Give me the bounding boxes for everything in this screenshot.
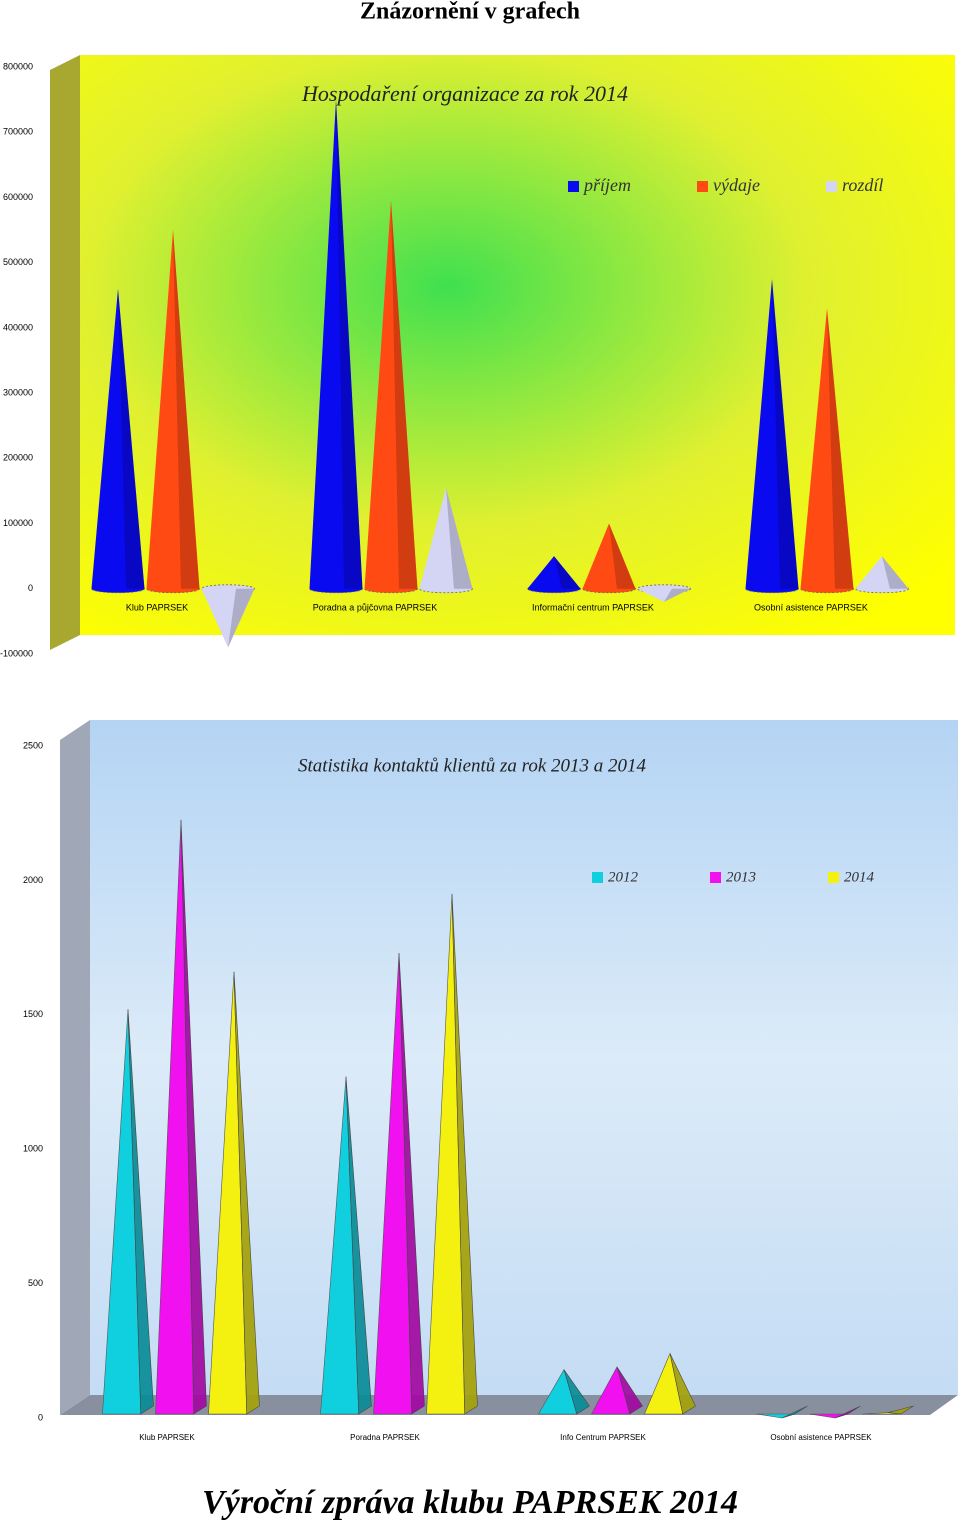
pyramid-side	[887, 1405, 914, 1415]
pyramid-shade	[181, 819, 207, 1414]
legend-label: příjem	[582, 175, 631, 195]
pyramid-shade	[782, 1406, 808, 1418]
pyramid-side	[398, 952, 425, 1415]
y-tick-label: 500	[28, 1278, 43, 1288]
cone	[419, 487, 473, 589]
chart-title: Statistika kontaktů klientů za rok 2013 …	[298, 755, 647, 776]
cone-shade	[336, 99, 363, 589]
pyramid-shade	[346, 1076, 372, 1414]
pyramid-shade	[564, 1369, 590, 1414]
cone	[582, 523, 636, 589]
x-tick-label: Poradna PAPRSEK	[350, 1433, 420, 1442]
pyramid-side	[345, 1076, 372, 1415]
cone-shade	[446, 487, 473, 589]
legend-label: rozdíl	[842, 175, 883, 195]
y-tick-label: -100000	[0, 648, 33, 658]
pyramid-shade	[835, 1406, 861, 1418]
cone	[800, 308, 854, 589]
cone-shade	[827, 308, 854, 589]
x-tick-label: Osobní asistence PAPRSEK	[770, 1433, 872, 1442]
legend-swatch	[710, 872, 721, 883]
x-tick-label: Informační centrum PAPRSEK	[532, 602, 654, 612]
floor	[60, 1395, 958, 1415]
y-tick-label: 2500	[23, 740, 43, 750]
y-tick-label: 2000	[23, 875, 43, 885]
pyramid-side	[616, 1366, 643, 1415]
cone-shade	[882, 556, 909, 589]
pyramid-side	[563, 1369, 590, 1415]
pyramid-side	[180, 819, 207, 1415]
y-tick-label: 500000	[3, 257, 33, 267]
x-tick-label: Klub PAPRSEK	[139, 1433, 195, 1442]
pyramid-side	[233, 971, 260, 1415]
y-tick-label: 300000	[3, 387, 33, 397]
cone-shade	[554, 556, 581, 589]
y-tick-label: 600000	[3, 192, 33, 202]
x-tick-label: Poradna a půjčovna PAPRSEK	[313, 602, 437, 612]
side-wall	[60, 720, 90, 1415]
pyramid-side	[834, 1405, 861, 1419]
y-tick-label: 100000	[3, 518, 33, 528]
legend-label: 2014	[844, 869, 875, 885]
cone	[364, 200, 418, 589]
cone-shade	[118, 288, 145, 589]
x-tick-label: Osobní asistence PAPRSEK	[754, 602, 868, 612]
y-tick-label: 1500	[23, 1009, 43, 1019]
cone-shade	[228, 588, 255, 648]
pyramid-side	[781, 1405, 808, 1419]
cone	[201, 588, 255, 648]
pyramid-shade	[617, 1366, 643, 1414]
legend-swatch	[697, 181, 708, 192]
page-title: Znázornění v grafech	[360, 0, 580, 25]
side-wall	[50, 55, 80, 650]
pyramid-side	[669, 1353, 696, 1415]
pyramid-side	[127, 1009, 154, 1415]
cone-shade	[609, 523, 636, 589]
legend-swatch	[828, 872, 839, 883]
legend-label: 2013	[726, 869, 756, 885]
pyramid-shade	[234, 971, 260, 1414]
cone	[146, 230, 200, 589]
legend-swatch	[592, 872, 603, 883]
pyramid-shade	[128, 1009, 154, 1414]
pyramid-shade	[452, 893, 478, 1414]
pyramid-shade	[888, 1406, 914, 1414]
cone	[91, 288, 145, 589]
legend-label: 2012	[608, 869, 639, 885]
y-tick-label: 800000	[3, 61, 33, 71]
cone	[855, 556, 909, 589]
y-tick-label: 0	[38, 1412, 43, 1422]
pyramid-shade	[399, 952, 425, 1414]
cone	[637, 588, 691, 602]
cone-shade	[173, 230, 200, 589]
cone	[309, 99, 363, 589]
legend-swatch	[568, 181, 579, 192]
cone-shade	[391, 200, 418, 589]
chart-title: Hospodaření organizace za rok 2014	[301, 81, 628, 106]
legend-swatch	[826, 181, 837, 192]
x-tick-label: Info Centrum PAPRSEK	[560, 1433, 646, 1442]
y-tick-label: 1000	[23, 1144, 43, 1154]
y-tick-label: 200000	[3, 453, 33, 463]
cone-shade	[664, 588, 691, 602]
legend-label: výdaje	[713, 175, 760, 195]
y-tick-label: 0	[28, 583, 33, 593]
x-tick-label: Klub PAPRSEK	[126, 602, 188, 612]
cone	[527, 556, 581, 589]
pyramid-shade	[670, 1353, 696, 1414]
pyramid-side	[451, 893, 478, 1415]
cone	[745, 278, 799, 589]
cone-shade	[772, 278, 799, 589]
y-tick-label: 700000	[3, 127, 33, 137]
footer-text: Výroční zpráva klubu PAPRSEK 2014	[202, 1484, 738, 1521]
y-tick-label: 400000	[3, 322, 33, 332]
